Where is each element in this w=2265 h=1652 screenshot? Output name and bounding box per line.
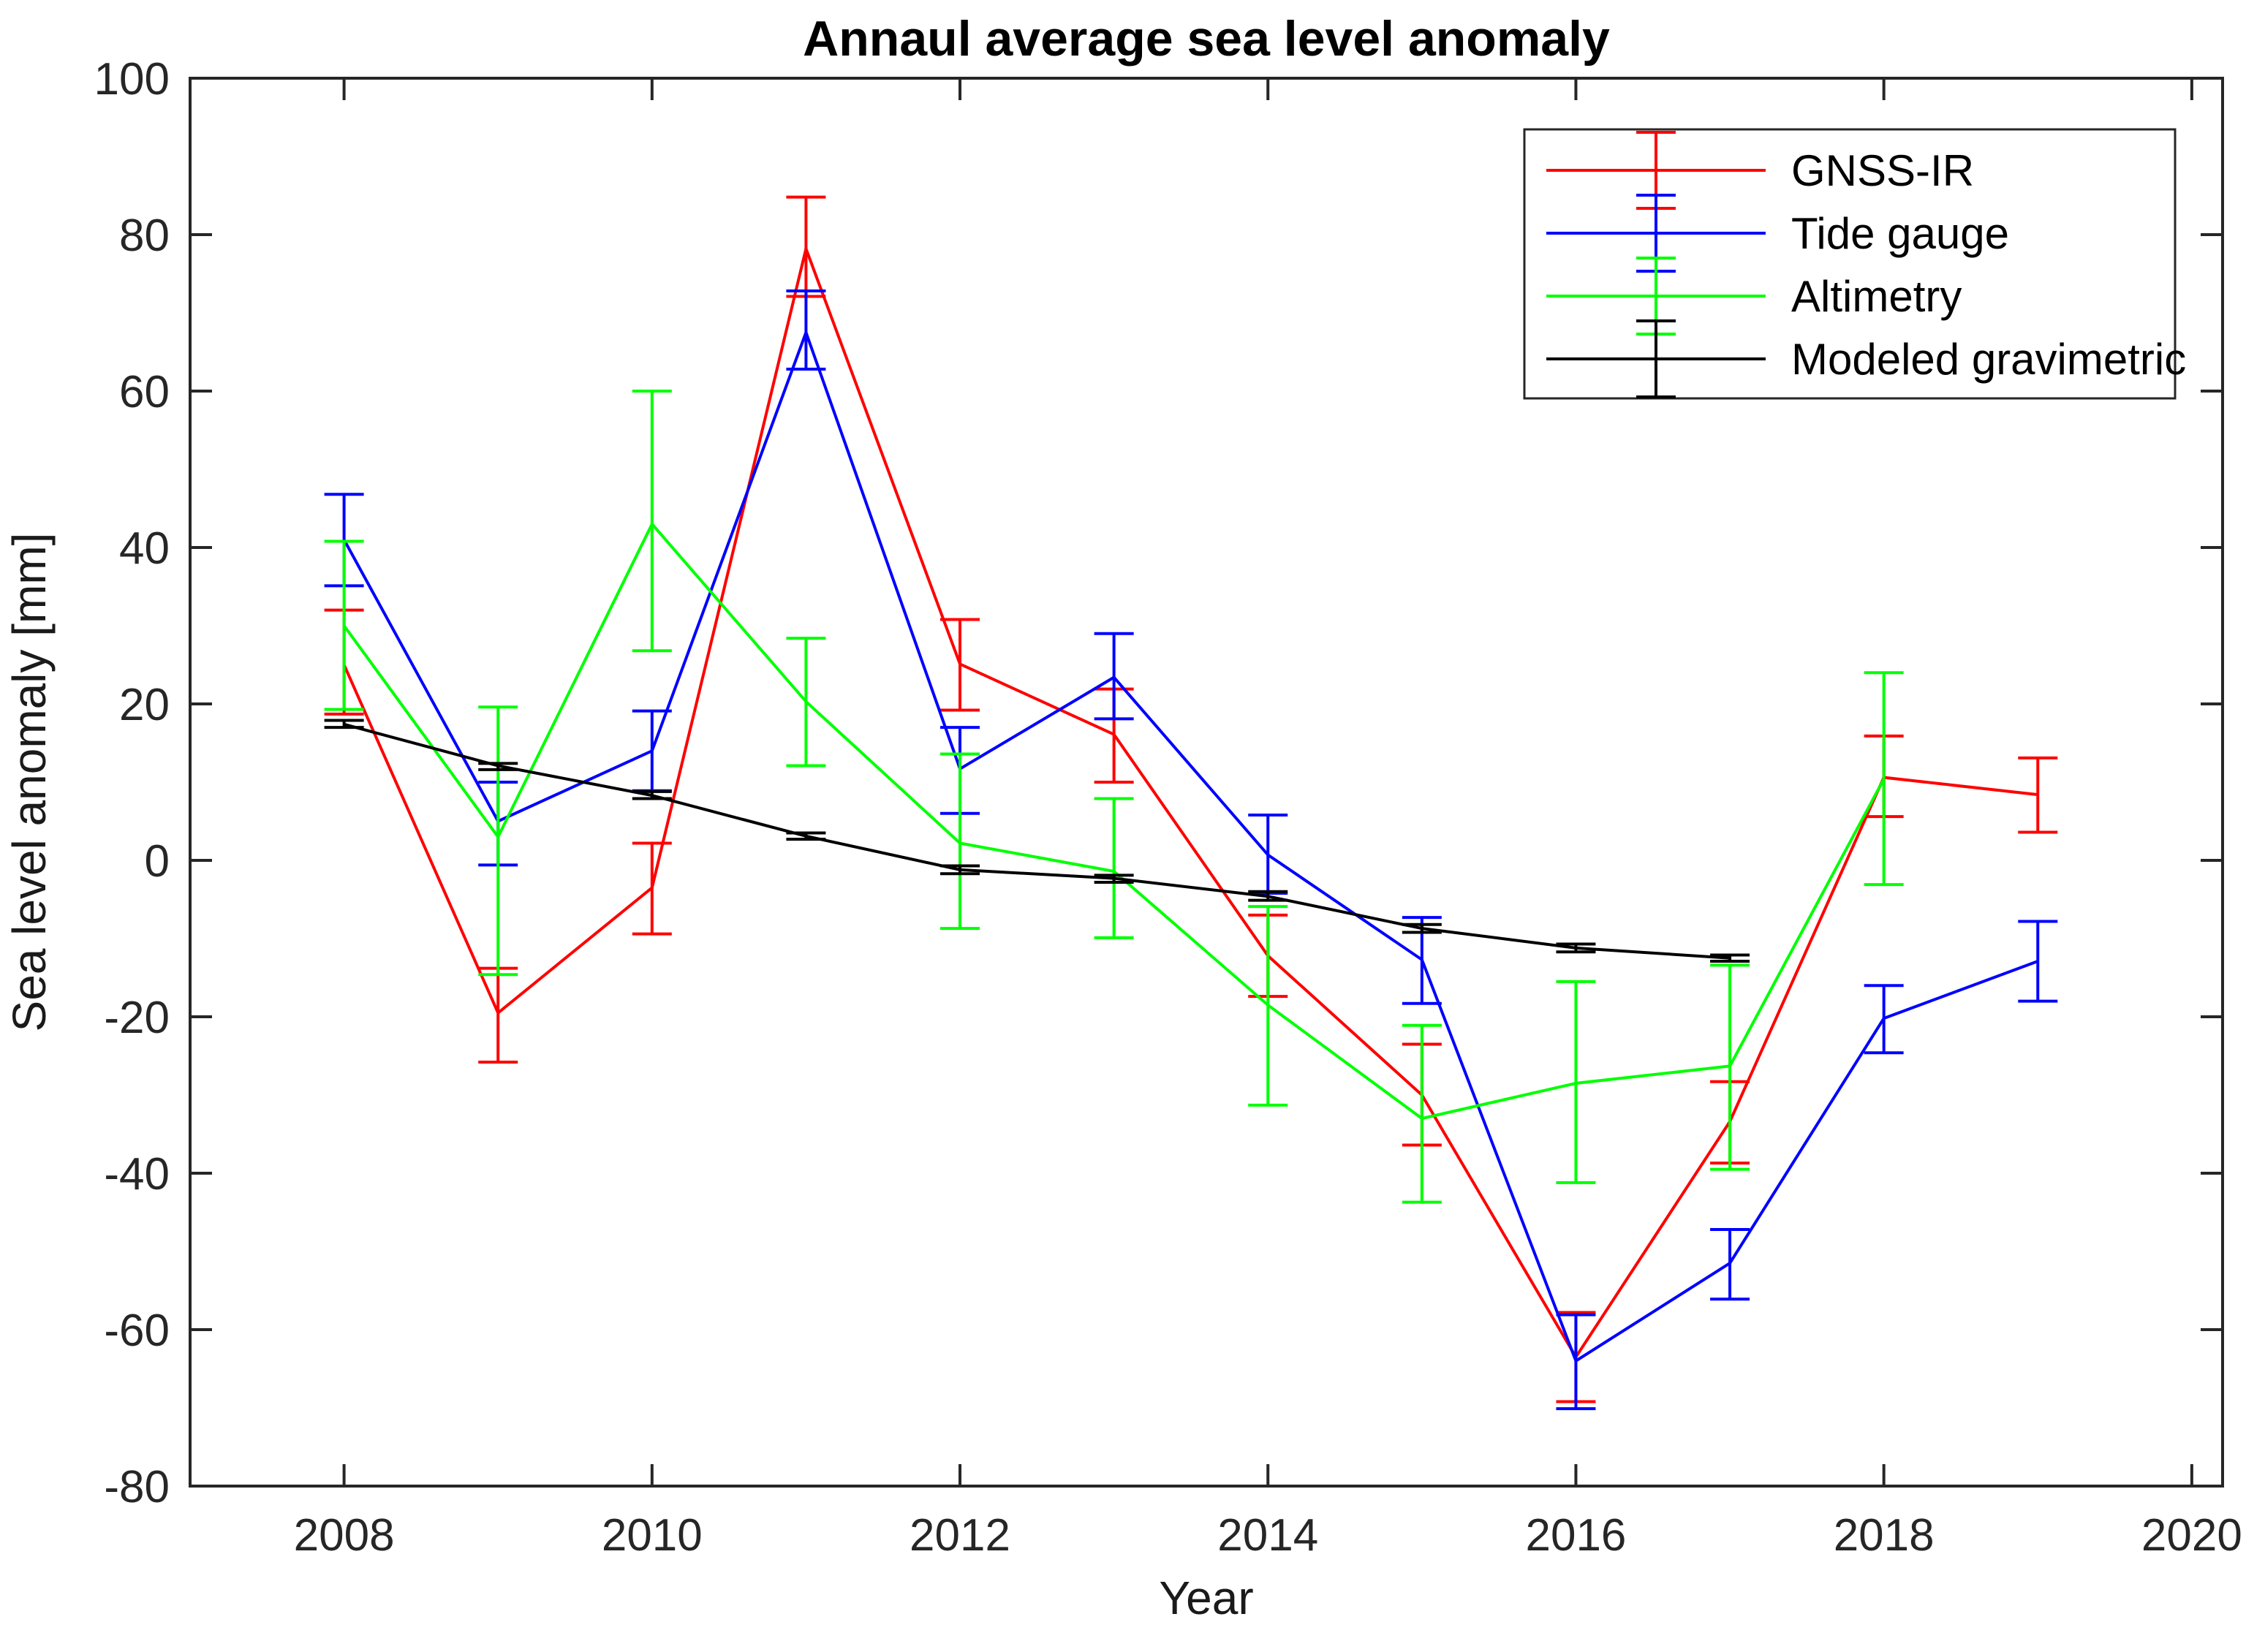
x-tick-label: 2008 (294, 1510, 395, 1561)
y-tick-label: -80 (104, 1462, 170, 1512)
data-line (342, 327, 2038, 1363)
legend-box (1523, 128, 2177, 400)
x-tick-label: 2020 (2141, 1510, 2242, 1561)
y-tick-label: 40 (119, 523, 170, 574)
y-tick-label: -20 (104, 993, 170, 1043)
series-altimetry (324, 390, 1904, 1204)
y-tick-label: -40 (104, 1149, 170, 1200)
x-axis-label: Year (1159, 1572, 1253, 1624)
y-tick-label: 100 (94, 54, 170, 105)
series-tide-gauge (324, 289, 2058, 1411)
x-tick-label: 2010 (602, 1510, 703, 1561)
legend-label: Tide gauge (1791, 209, 2009, 258)
series-modeled-gravimetric (324, 719, 1750, 963)
x-tick-label: 2014 (1217, 1510, 1318, 1561)
plot-area: 2008 2010 2012 2014 2016 2018 2020 -80 -60 -40 -20… (94, 54, 2242, 1561)
x-tick-label: 2012 (910, 1510, 1010, 1561)
y-tick-label: 60 (119, 367, 170, 417)
data-line (342, 521, 1886, 1121)
x-tick-label: 2018 (1834, 1510, 1935, 1561)
y-tick-label: -60 (104, 1306, 170, 1356)
y-tick-label: 0 (145, 836, 170, 887)
y-tick-label: 80 (119, 211, 170, 261)
legend-label: Altimetry (1791, 272, 1962, 321)
axes-box (189, 77, 2224, 1488)
x-tick-label: 2016 (1525, 1510, 1626, 1561)
data-line (344, 722, 1731, 960)
y-axis-label: Sea level anomaly [mm] (3, 533, 56, 1032)
y-tick-label: 20 (119, 680, 170, 730)
data-line (342, 243, 2038, 1360)
chart-title: Annaul average sea level anomaly (803, 11, 1610, 67)
legend-entry-modeled-gravimetric (1546, 319, 1766, 398)
legend-label: GNSS-IR (1791, 146, 1974, 195)
legend-label: Modeled gravimetric (1791, 335, 2186, 384)
